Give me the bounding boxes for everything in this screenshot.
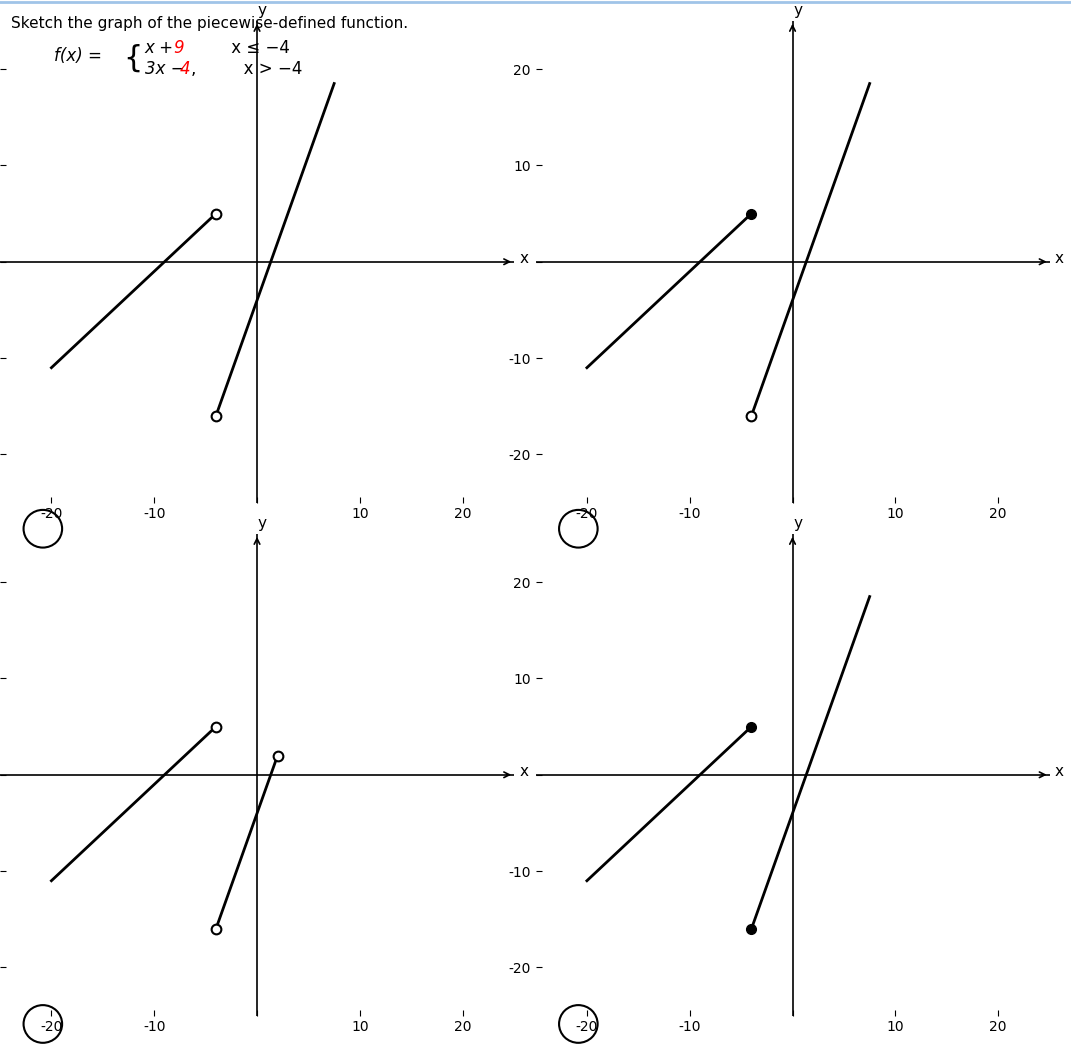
Text: x: x	[519, 764, 528, 779]
Text: 9: 9	[174, 39, 184, 57]
Text: ,         x > −4: , x > −4	[191, 60, 302, 77]
Text: 4: 4	[180, 60, 191, 77]
Text: x ≤ −4: x ≤ −4	[184, 39, 290, 57]
Text: y: y	[794, 3, 802, 18]
Text: {: {	[123, 44, 142, 73]
Text: y: y	[258, 516, 267, 531]
Text: Sketch the graph of the piecewise-defined function.: Sketch the graph of the piecewise-define…	[11, 16, 408, 30]
Text: y: y	[794, 516, 802, 531]
Text: x: x	[519, 251, 528, 266]
Text: f(x) =: f(x) =	[54, 47, 107, 65]
Text: x: x	[1055, 764, 1064, 779]
Text: y: y	[258, 3, 267, 18]
Text: 3x −: 3x −	[145, 60, 190, 77]
Text: x: x	[1055, 251, 1064, 266]
Text: x +: x +	[145, 39, 179, 57]
